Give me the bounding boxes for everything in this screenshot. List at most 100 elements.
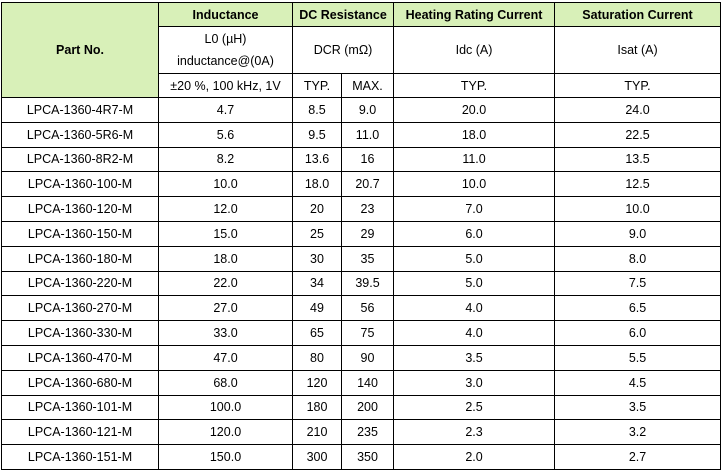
dcr-max-cell: 56 — [340, 295, 395, 322]
part-no-cell: LPCA-1360-150-M — [1, 220, 159, 247]
dcr-max-cell: 35 — [340, 245, 395, 272]
isat-cell: 2.7 — [554, 444, 722, 470]
dcr-typ-cell: 120 — [292, 369, 342, 396]
subheader-isat-typ: TYP. — [554, 73, 722, 98]
subheader-l0-unit: L0 (µH) — [204, 32, 247, 46]
idc-cell: 2.0 — [393, 444, 556, 470]
idc-cell: 6.0 — [393, 220, 556, 247]
part-no-cell: LPCA-1360-680-M — [1, 369, 159, 396]
dcr-max-cell: 350 — [340, 444, 395, 470]
table-row: LPCA-1360-470-M 47.0 80 90 3.5 5.5 — [1, 344, 722, 371]
idc-cell: 2.5 — [393, 394, 556, 421]
idc-cell: 20.0 — [393, 97, 556, 123]
inductance-cell: 22.0 — [158, 270, 293, 297]
inductance-cell: 15.0 — [158, 220, 293, 247]
idc-cell: 11.0 — [393, 146, 556, 173]
part-no-cell: LPCA-1360-5R6-M — [1, 121, 159, 148]
part-no-cell: LPCA-1360-120-M — [1, 196, 159, 222]
table-row: LPCA-1360-151-M 150.0 300 350 2.0 2.7 — [1, 444, 722, 470]
inductance-cell: 10.0 — [158, 171, 293, 198]
isat-cell: 6.5 — [554, 295, 722, 322]
isat-cell: 4.5 — [554, 369, 722, 396]
isat-cell: 10.0 — [554, 196, 722, 222]
inductance-cell: 8.2 — [158, 146, 293, 173]
idc-cell: 7.0 — [393, 196, 556, 222]
dcr-typ-cell: 65 — [292, 320, 342, 346]
dcr-typ-cell: 25 — [292, 220, 342, 247]
dcr-max-cell: 9.0 — [340, 97, 395, 123]
inductance-cell: 12.0 — [158, 196, 293, 222]
dcr-max-cell: 75 — [340, 320, 395, 346]
subheader-isat: Isat (A) — [554, 26, 722, 74]
subheader-dcr-typ: TYP. — [292, 73, 342, 98]
subheader-l0-condition: inductance@(0A) — [177, 54, 274, 68]
table-row: LPCA-1360-101-M 100.0 180 200 2.5 3.5 — [1, 394, 722, 421]
dcr-max-cell: 90 — [340, 344, 395, 371]
isat-cell: 24.0 — [554, 97, 722, 123]
table-row: LPCA-1360-8R2-M 8.2 13.6 16 11.0 13.5 — [1, 146, 722, 173]
subheader-dcr: DCR (mΩ) — [291, 26, 395, 74]
isat-cell: 22.5 — [554, 121, 722, 148]
inductance-cell: 120.0 — [158, 419, 293, 446]
subheader-idc: Idc (A) — [393, 26, 556, 74]
isat-cell: 6.0 — [554, 320, 722, 346]
dcr-typ-cell: 30 — [292, 245, 342, 272]
part-no-cell: LPCA-1360-8R2-M — [1, 146, 159, 173]
isat-cell: 3.5 — [554, 394, 722, 421]
part-no-cell: LPCA-1360-220-M — [1, 270, 159, 297]
inductance-cell: 47.0 — [158, 344, 293, 371]
isat-cell: 8.0 — [554, 245, 722, 272]
dcr-typ-cell: 8.5 — [292, 97, 342, 123]
part-no-cell: LPCA-1360-4R7-M — [1, 97, 159, 123]
part-no-cell: LPCA-1360-100-M — [1, 171, 159, 198]
idc-cell: 3.0 — [393, 369, 556, 396]
idc-cell: 4.0 — [393, 295, 556, 322]
dcr-typ-cell: 49 — [292, 295, 342, 322]
dcr-max-cell: 23 — [340, 196, 395, 222]
subheader-l0: L0 (µH) inductance@(0A) — [158, 26, 293, 74]
dcr-typ-cell: 34 — [292, 270, 342, 297]
dcr-typ-cell: 80 — [292, 344, 342, 371]
dcr-max-cell: 200 — [340, 394, 395, 421]
dcr-typ-cell: 210 — [292, 419, 342, 446]
idc-cell: 4.0 — [393, 320, 556, 346]
inductance-cell: 33.0 — [158, 320, 293, 346]
header-inductance: Inductance — [158, 2, 293, 27]
idc-cell: 5.0 — [393, 270, 556, 297]
part-no-cell: LPCA-1360-121-M — [1, 419, 159, 446]
table-row: LPCA-1360-4R7-M 4.7 8.5 9.0 20.0 24.0 — [1, 97, 722, 123]
dcr-max-cell: 11.0 — [340, 121, 395, 148]
inductance-cell: 27.0 — [158, 295, 293, 322]
inductance-cell: 18.0 — [158, 245, 293, 272]
isat-cell: 13.5 — [554, 146, 722, 173]
dcr-typ-cell: 180 — [292, 394, 342, 421]
header-saturation-current: Saturation Current — [554, 2, 722, 27]
header-dc-resistance: DC Resistance — [291, 2, 395, 27]
inductance-cell: 68.0 — [158, 369, 293, 396]
idc-cell: 3.5 — [393, 344, 556, 371]
dcr-typ-cell: 20 — [292, 196, 342, 222]
part-no-cell: LPCA-1360-270-M — [1, 295, 159, 322]
table-row: LPCA-1360-270-M 27.0 49 56 4.0 6.5 — [1, 295, 722, 322]
idc-cell: 2.3 — [393, 419, 556, 446]
subheader-dcr-max: MAX. — [340, 73, 395, 98]
dcr-max-cell: 39.5 — [340, 270, 395, 297]
dcr-typ-cell: 300 — [292, 444, 342, 470]
table-row: LPCA-1360-180-M 18.0 30 35 5.0 8.0 — [1, 245, 722, 272]
dcr-typ-cell: 13.6 — [292, 146, 342, 173]
inductance-cell: 150.0 — [158, 444, 293, 470]
idc-cell: 5.0 — [393, 245, 556, 272]
dcr-max-cell: 140 — [340, 369, 395, 396]
subheader-tolerance: ±20 %, 100 kHz, 1V — [158, 73, 293, 98]
header-part-no: Part No. — [1, 2, 159, 98]
dcr-max-cell: 16 — [340, 146, 395, 173]
inductance-cell: 100.0 — [158, 394, 293, 421]
isat-cell: 3.2 — [554, 419, 722, 446]
isat-cell: 12.5 — [554, 171, 722, 198]
table-row: LPCA-1360-120-M 12.0 20 23 7.0 10.0 — [1, 196, 722, 222]
table-row: LPCA-1360-121-M 120.0 210 235 2.3 3.2 — [1, 419, 722, 446]
inductance-cell: 5.6 — [158, 121, 293, 148]
dcr-max-cell: 29 — [340, 220, 395, 247]
isat-cell: 7.5 — [554, 270, 722, 297]
part-no-cell: LPCA-1360-470-M — [1, 344, 159, 371]
